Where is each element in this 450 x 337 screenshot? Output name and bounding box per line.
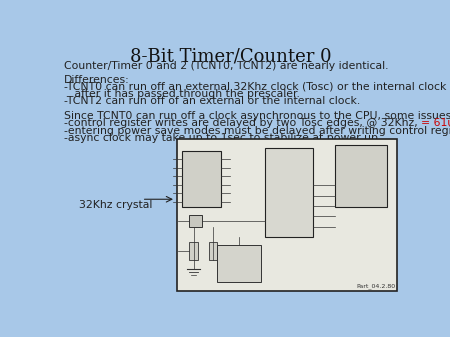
Text: after it has passed through the prescaler.: after it has passed through the prescale… <box>64 89 300 99</box>
Text: Differences:: Differences: <box>64 75 130 85</box>
Text: Counter/Timer 0 and 2 (TCNT0, TCNT2) are nearly identical.: Counter/Timer 0 and 2 (TCNT0, TCNT2) are… <box>64 61 388 71</box>
Bar <box>209 242 217 260</box>
Text: Part_04.2.80: Part_04.2.80 <box>356 283 396 289</box>
Text: 8-Bit Timer/Counter 0: 8-Bit Timer/Counter 0 <box>130 48 332 66</box>
Text: Since TCNT0 can run off a clock asynchronous to the CPU, some issues occur:: Since TCNT0 can run off a clock asynchro… <box>64 111 450 121</box>
Text: -entering power save modes must be delayed after writing control registers: -entering power save modes must be delay… <box>64 126 450 136</box>
Bar <box>176 139 397 291</box>
Bar <box>217 245 261 282</box>
Bar <box>189 215 202 227</box>
Bar <box>265 148 313 237</box>
Text: -control register writes are delayed by two Tosc edges, @ 32Khz,: -control register writes are delayed by … <box>64 118 421 128</box>
Text: -TCNT0 can run off an external 32Khz clock (Tosc) or the internal clock: -TCNT0 can run off an external 32Khz clo… <box>64 82 446 92</box>
Text: 32Khz crystal: 32Khz crystal <box>79 200 152 210</box>
Text: = 61uS: = 61uS <box>421 118 450 128</box>
Bar <box>182 151 221 208</box>
Text: -async clock may take up to 1sec to stabilize at power up: -async clock may take up to 1sec to stab… <box>64 133 378 143</box>
Text: -TCNT2 can run off of an external or the internal clock.: -TCNT2 can run off of an external or the… <box>64 96 360 106</box>
Bar <box>189 242 198 260</box>
Bar <box>335 145 387 208</box>
